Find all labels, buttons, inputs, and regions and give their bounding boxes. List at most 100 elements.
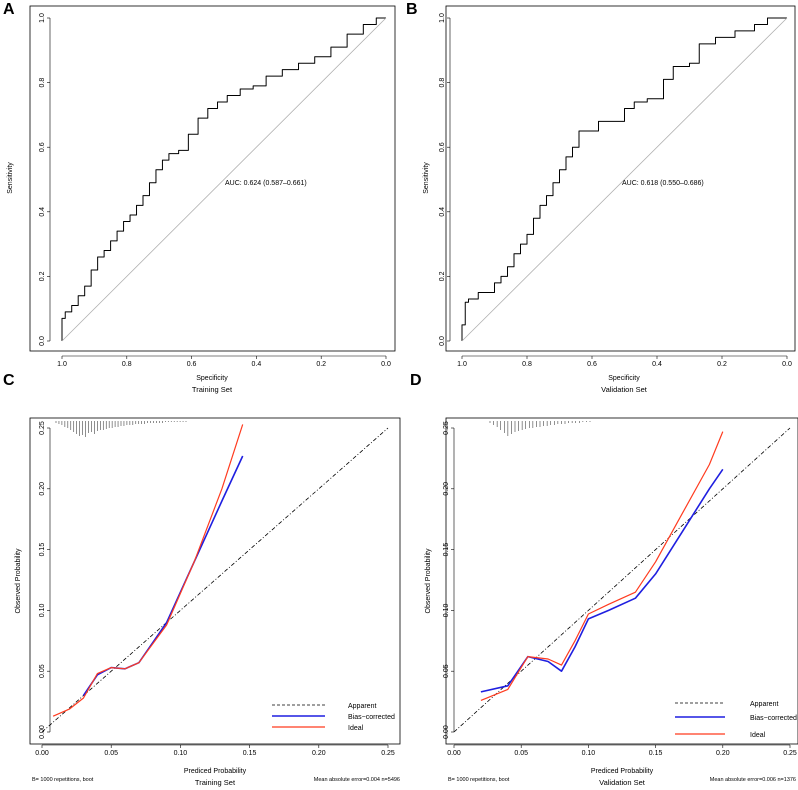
x-axis-d: 0.00 0.05 0.10 0.15 0.20 0.25 [447,744,797,757]
auc-annotation-a: AUC: 0.624 (0.587–0.661) [225,180,307,187]
series-reference-line-a [61,17,387,342]
subtitle-a: Training Set [192,385,233,394]
y-tick-label: 0.05 [39,664,46,678]
legend-c: Apparent Bias−corrected Ideal [272,703,395,732]
plot-area-b: 1.0 0.8 0.6 0.4 0.2 0.0 0.0 0.2 0.4 0.6 0.8 1.0 [439,13,792,368]
plot-area-a: 1.0 0.8 0.6 0.4 0.2 0.0 0.0 0.2 0.4 0.6 0.8 1.0 [39,13,391,368]
auc-annotation-b: AUC: 0.618 (0.550–0.686) [622,180,704,187]
y-tick-label: 0.05 [443,664,450,678]
legend-label-bias-corrected-d: Bias−corrected [750,715,797,722]
panel-letter-a: A [3,1,15,18]
plot-frame-d [445,417,798,745]
subtitle-c: Training Set [195,778,236,787]
x-tick-label: 0.8 [522,361,532,368]
x-axis-c: 0.00 0.05 0.10 0.15 0.20 0.25 [35,744,395,757]
x-axis-label-d: Prediced Probability [591,768,654,775]
y-axis-label-a: Sensitivity [7,162,14,194]
subtitle-d: Validation Set [599,778,646,787]
y-axis-c: 0.000.050.100.150.200.25 [39,421,51,739]
legend-label-apparent-d: Apparent [750,701,778,708]
plot-frame-a [29,5,396,352]
footer-right-d: Mean absolute error=0.006 n=1376 [710,777,796,783]
y-tick-label: 0.15 [443,543,450,557]
y-tick-label: 0.0 [39,336,46,346]
x-tick-label: 0.15 [243,750,257,757]
x-tick-label: 0.10 [582,750,596,757]
x-tick-label: 0.6 [587,361,597,368]
y-tick-label: 0.10 [39,603,46,617]
x-tick-label: 0.4 [652,361,662,368]
y-tick-label: 0.8 [439,78,446,88]
panel-letter-b: B [406,1,418,18]
series-bias-corrected-line-c [82,455,244,696]
y-tick-label: 0.4 [39,207,46,217]
y-tick-label: 0.20 [443,482,450,496]
series-bias-corrected-line-d [480,468,724,693]
x-axis-a: 1.0 0.8 0.6 0.4 0.2 0.0 [57,355,391,368]
x-axis-label-c: Prediced Probability [184,768,247,775]
x-axis-label-a: Specificity [196,375,228,382]
x-tick-label: 0.10 [174,750,188,757]
panel-letter-c: C [3,372,15,389]
y-tick-label: 1.0 [39,13,46,23]
y-tick-label: 0.4 [439,207,446,217]
y-tick-label: 0.25 [443,421,450,435]
series-roc-line-b [461,17,787,341]
series-ideal-line-c [52,424,244,717]
x-tick-label: 0.0 [381,361,391,368]
y-axis-label-d: Observed Probability [425,548,432,613]
x-tick-label: 0.20 [716,750,730,757]
x-tick-label: 0.05 [514,750,528,757]
panel-a: A 1.0 0.8 0.6 0.4 0.2 0.0 0.0 0.2 0.4 0.6 0.8 1.0 A… [3,1,396,394]
x-tick-label: 0.25 [381,750,395,757]
x-tick-label: 0.20 [312,750,326,757]
x-tick-label: 0.6 [187,361,197,368]
x-tick-label: 0.2 [316,361,326,368]
x-tick-label: 0.05 [104,750,118,757]
x-tick-label: 1.0 [457,361,467,368]
y-tick-label: 0.15 [39,543,46,557]
y-tick-label: 1.0 [439,13,446,23]
y-tick-label: 0.0 [439,336,446,346]
x-tick-label: 0.25 [783,750,797,757]
rug-plot-d [489,421,591,436]
legend-label-bias-corrected-c: Bias−corrected [348,714,395,721]
footer-left-d: B= 1000 repetitions, boot [448,777,510,783]
x-tick-label: 0.8 [122,361,132,368]
panel-d: D 0.00 0.05 0.10 0.15 0.20 0.250.000.050.100.… [410,372,798,787]
x-tick-label: 0.0 [782,361,792,368]
y-tick-label: 0.20 [39,482,46,496]
legend-label-ideal-c: Ideal [348,725,364,732]
footer-right-c: Mean absolute error=0.004 n=5496 [314,777,400,783]
x-tick-label: 1.0 [57,361,67,368]
y-tick-label: 0.10 [443,603,450,617]
plot-area-d: 0.00 0.05 0.10 0.15 0.20 0.25 0.00 0.05 0.10 0.15… [443,421,797,757]
plot-area-c: 0.00 0.05 0.10 0.15 0.20 0.250.000.050.100.15… [35,421,395,757]
x-tick-label: 0.4 [252,361,262,368]
x-tick-label: 0.2 [717,361,727,368]
y-tick-label: 0.6 [39,142,46,152]
x-tick-label: 0.00 [447,750,461,757]
y-axis-a: 0.0 0.2 0.4 0.6 0.8 1.0 [39,13,51,346]
panel-b: B 1.0 0.8 0.6 0.4 0.2 0.0 0.0 0.2 0.4 0.6 0.8 1.0 A… [406,1,796,394]
series-reference-line-b [461,17,788,342]
footer-left-c: B= 1000 repetitions, boot [32,777,94,783]
legend-label-apparent-c: Apparent [348,703,376,710]
y-tick-label: 0.00 [443,725,450,739]
rug-plot-c [55,421,187,437]
y-tick-label: 0.2 [439,271,446,281]
y-axis-label-c: Observed Probability [15,548,22,613]
series-ideal-line-d [480,431,724,701]
plot-frame-b [445,5,796,352]
panel-letter-d: D [410,372,422,389]
y-tick-label: 0.25 [39,421,46,435]
x-tick-label: 0.15 [649,750,663,757]
x-axis-label-b: Specificity [608,375,640,382]
x-axis-b: 1.0 0.8 0.6 0.4 0.2 0.0 [457,355,792,368]
series-roc-line-a [61,17,386,341]
y-tick-label: 0.8 [39,78,46,88]
panel-c: C 0.00 0.05 0.10 0.15 0.20 0.250.000.050.100.… [3,372,401,787]
legend-d: Apparent Bias−corrected Ideal [675,701,797,739]
subtitle-b: Validation Set [601,385,648,394]
